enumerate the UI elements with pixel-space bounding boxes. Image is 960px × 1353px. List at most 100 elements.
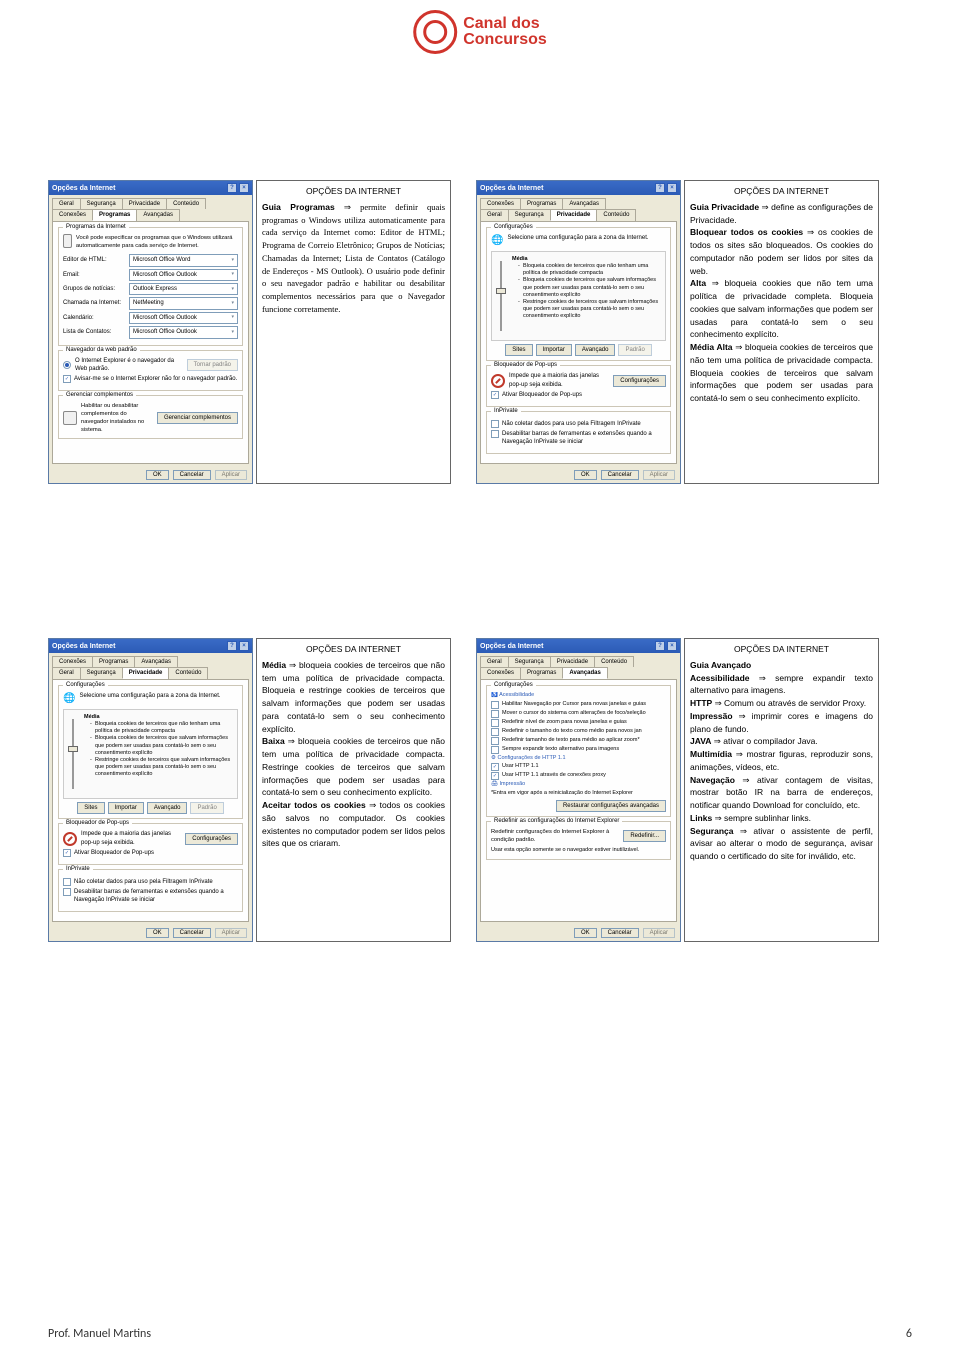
help-btn[interactable]: ? [227, 183, 237, 193]
addons-title: Gerenciar complementos [63, 391, 136, 399]
webpad-btn[interactable]: Tornar padrão [187, 359, 238, 371]
ok-btn[interactable]: OK [574, 470, 597, 480]
tab-row: Geral Segurança Privacidade Conteúdo [49, 195, 252, 209]
editor-label: Editor de HTML: [63, 256, 125, 264]
inprivate-check2[interactable] [491, 430, 499, 438]
webpad-title: Navegador da web padrão [63, 346, 140, 354]
tab-conexoes[interactable]: Conexões [480, 198, 521, 209]
level: Média [512, 256, 528, 262]
tab-programas[interactable]: Programas [92, 209, 137, 221]
dialog-programas: Opções da Internet ? × Geral Segurança P… [48, 180, 253, 484]
restore-adv-btn[interactable]: Restaurar configurações avançadas [556, 800, 666, 812]
tab-seguranca[interactable]: Segurança [508, 209, 551, 221]
webpad-check[interactable] [63, 375, 71, 383]
ok-btn[interactable]: OK [146, 470, 169, 480]
privacy-slider[interactable] [496, 256, 506, 336]
close-btn[interactable]: × [667, 183, 677, 193]
buttons-row: OK Cancelar Aplicar [49, 467, 252, 483]
group-title: Programas da Internet [63, 223, 129, 231]
zone-text: Selecione uma configuração para a zona d… [507, 234, 648, 242]
logo-line2: Concursos [463, 32, 547, 48]
inprivate-title: InPrivate [491, 407, 521, 415]
inprivate-check1[interactable] [491, 420, 499, 428]
tab-conteudo[interactable]: Conteúdo [166, 198, 206, 209]
privacy-slider[interactable] [68, 714, 78, 794]
close-btn[interactable]: × [667, 641, 677, 651]
group-webpad: Navegador da web padrão O Internet Explo… [58, 350, 243, 391]
apply-btn[interactable]: Aplicar [215, 470, 247, 480]
popup-check[interactable] [491, 391, 499, 399]
apply-btn[interactable]: Aplicar [643, 470, 675, 480]
tab-avancadas[interactable]: Avançadas [562, 198, 606, 209]
tab-seguranca[interactable]: Segurança [80, 198, 123, 209]
tab-conteudo[interactable]: Conteúdo [596, 209, 636, 221]
email-combo[interactable]: Microsoft Office Outlook [129, 269, 238, 281]
dialog-body: Programas da Internet Você pode especifi… [52, 221, 249, 464]
logo-icon [413, 10, 457, 54]
gear-icon [63, 234, 72, 248]
btn-import[interactable]: Importar [536, 344, 572, 356]
dialog-title: Opções da Internet [52, 185, 115, 192]
close-btn[interactable]: × [239, 183, 249, 193]
popup-icon [63, 832, 77, 846]
popup-btn[interactable]: Configurações [613, 375, 666, 387]
titlebar: Opções da Internet ? × [477, 181, 680, 195]
popup-icon [491, 374, 505, 388]
help-btn[interactable]: ? [655, 641, 665, 651]
group-inprivate: InPrivate Não coletar dados para uso pel… [486, 411, 671, 454]
panel-avancadas: Opções da Internet ? × Geral Segurança P… [476, 638, 879, 942]
btn-sites[interactable]: Sites [505, 344, 532, 356]
call-combo[interactable]: NetMeeting [129, 297, 238, 309]
contacts-combo[interactable]: Microsoft Office Outlook [129, 326, 238, 338]
group-config: Configurações 🌐 Selecione uma configuraç… [486, 227, 671, 361]
addons-btn[interactable]: Gerenciar complementos [157, 412, 238, 424]
titlebar-buttons: ? × [227, 183, 249, 193]
desc1-b1: Guia Programas [262, 202, 335, 212]
globe-icon: 🌐 [63, 692, 75, 706]
cancel-btn[interactable]: Cancelar [173, 470, 211, 480]
help-btn[interactable]: ? [227, 641, 237, 651]
close-btn[interactable]: × [239, 641, 249, 651]
btn-default[interactable]: Padrão [618, 344, 651, 356]
editor-combo[interactable]: Microsoft Office Word [129, 254, 238, 266]
tab-geral[interactable]: Geral [480, 209, 509, 221]
tab-privacidade[interactable]: Privacidade [122, 198, 167, 209]
desc-privacidade: OPÇÕES DA INTERNET Guia Privacidade ⇒ de… [684, 180, 879, 484]
tab-avancadas[interactable]: Avançadas [136, 209, 180, 221]
desc-avancadas: OPÇÕES DA INTERNET Guia Avançado Acessib… [684, 638, 879, 942]
popup-text: Impede que a maioria das janelas pop-up … [509, 372, 609, 389]
b2: Bloqueia cookies de terceiros que salvam… [518, 277, 661, 298]
config-title: Configurações [491, 223, 536, 231]
desc2-title: OPÇÕES DA INTERNET [690, 185, 873, 198]
cal-label: Calendário: [63, 314, 125, 322]
tab-row-2: Conexões Programas Avançadas [49, 209, 252, 221]
slider-desc: Média Bloqueia cookies de terceiros que … [512, 256, 661, 336]
addons-text: Habilitar ou desabilitar complementos do… [81, 402, 153, 434]
desc-programas: OPÇÕES DA INTERNET Guia Programas ⇒ perm… [256, 180, 451, 484]
dialog-privacidade-2: Opções da Internet ? × Conexões Programa… [48, 638, 253, 942]
logo: Canal dos Concursos [413, 10, 547, 54]
panel-privacidade-2: Opções da Internet ? × Conexões Programa… [48, 638, 451, 942]
call-label: Chamada na Internet: [63, 299, 125, 307]
titlebar: Opções da Internet ? × [49, 181, 252, 195]
dialog-privacidade: Opções da Internet ? × Conexões Programa… [476, 180, 681, 484]
logo-text: Canal dos Concursos [463, 16, 547, 48]
btn-adv[interactable]: Avançado [575, 344, 616, 356]
tab-programas[interactable]: Programas [520, 198, 563, 209]
panel-privacidade: Opções da Internet ? × Conexões Programa… [476, 180, 879, 484]
group-popup: Bloqueador de Pop-ups Impede que a maior… [486, 365, 671, 406]
cal-combo[interactable]: Microsoft Office Outlook [129, 312, 238, 324]
reset-btn[interactable]: Redefinir... [623, 830, 666, 842]
email-label: Email: [63, 271, 125, 279]
news-combo[interactable]: Outlook Express [129, 283, 238, 295]
help-btn[interactable]: ? [655, 183, 665, 193]
tab-conexoes[interactable]: Conexões [52, 209, 93, 221]
webpad-radio[interactable] [63, 361, 71, 369]
b1: Bloqueia cookies de terceiros que não te… [518, 263, 661, 277]
cancel-btn[interactable]: Cancelar [601, 470, 639, 480]
footer-left: Prof. Manuel Martins [48, 1327, 151, 1341]
tab-geral[interactable]: Geral [52, 198, 81, 209]
webpad-text: O Internet Explorer é o navegador da Web… [75, 357, 183, 374]
slider-panel: Média Bloqueia cookies de terceiros que … [491, 251, 666, 341]
tab-privacidade[interactable]: Privacidade [550, 209, 598, 221]
